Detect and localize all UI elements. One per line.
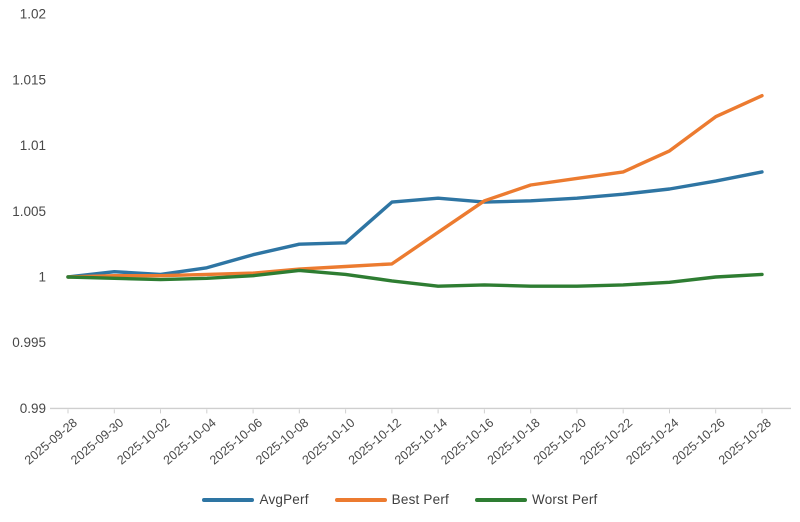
legend-label-avgperf: AvgPerf bbox=[259, 492, 309, 507]
legend-swatch-bestperf bbox=[334, 497, 387, 502]
series-line-worst-perf bbox=[66, 268, 764, 288]
legend-swatch-avgperf bbox=[202, 497, 255, 502]
chart-legend: AvgPerf Best Perf Worst Perf bbox=[0, 492, 800, 507]
series-line-avgperf bbox=[66, 170, 764, 279]
legend-label-worstperf: Worst Perf bbox=[532, 492, 598, 507]
legend-swatch-worstperf bbox=[475, 497, 527, 502]
legend-label-bestperf: Best Perf bbox=[391, 492, 449, 507]
legend-item-avgperf: AvgPerf bbox=[202, 492, 308, 507]
legend-item-worstperf: Worst Perf bbox=[475, 492, 598, 507]
y-axis-label: 1 bbox=[38, 270, 46, 285]
series-line-best-perf bbox=[66, 93, 764, 279]
y-axis-label: 0.995 bbox=[12, 335, 46, 350]
y-axis-label: 1.015 bbox=[12, 72, 46, 87]
legend-item-bestperf: Best Perf bbox=[334, 492, 449, 507]
y-axis-label: 1.02 bbox=[20, 7, 46, 22]
chart-plot-area: 0.990.99511.0051.011.0151.022025-09-2820… bbox=[12, 7, 791, 467]
y-axis-label: 1.005 bbox=[12, 204, 46, 219]
y-axis-label: 0.99 bbox=[20, 401, 46, 416]
y-axis-label: 1.01 bbox=[20, 138, 46, 153]
